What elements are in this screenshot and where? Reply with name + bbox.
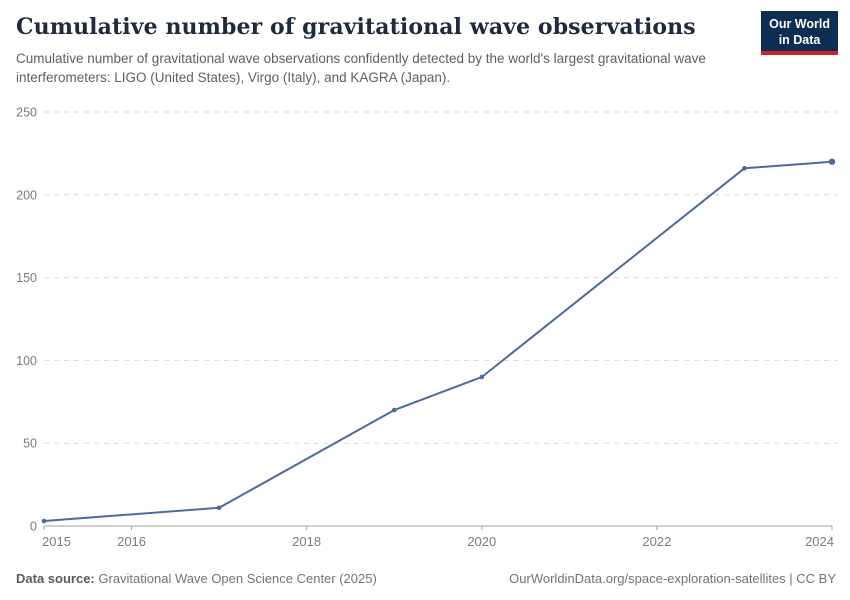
y-tick-label: 50 (23, 437, 37, 451)
x-tick-label: 2022 (642, 534, 671, 549)
y-tick-label: 150 (16, 271, 37, 285)
data-point-marker (742, 166, 747, 171)
data-line (43, 160, 833, 522)
page-subtitle: Cumulative number of gravitational wave … (16, 51, 706, 86)
data-source-note: Data source: Gravitational Wave Open Sci… (16, 571, 377, 586)
chart-footer: Data source: Gravitational Wave Open Sci… (16, 571, 836, 586)
owid-logo-line2: in Data (778, 33, 821, 47)
data-source-label: Data source: (16, 571, 95, 586)
owid-logo[interactable]: Our World in Data (761, 11, 838, 55)
owid-logo-line1: Our World (769, 17, 830, 31)
x-tick-label: 2015 (42, 534, 71, 549)
chart-header: Cumulative number of gravitational wave … (16, 14, 834, 87)
owid-license-link[interactable]: OurWorldinData.org/space-exploration-sat… (509, 571, 836, 586)
data-point-marker (216, 505, 222, 511)
data-point-marker (479, 374, 485, 380)
y-tick-label: 250 (16, 106, 37, 120)
y-tick-label: 200 (16, 188, 37, 202)
y-tick-label: 100 (16, 354, 37, 368)
x-tick-label: 2016 (117, 534, 146, 549)
y-tick-label: 0 (30, 520, 37, 534)
x-tick-label: 2024 (805, 534, 834, 549)
data-source-text: Gravitational Wave Open Science Center (… (98, 571, 377, 586)
x-tick-label: 2018 (292, 534, 321, 549)
line-chart: 0 50 100 150 200 250 2015 2016 2018 2020 2022 2024 (16, 106, 838, 549)
data-point-marker (41, 518, 47, 524)
data-point-marker (828, 158, 836, 165)
data-point-marker (391, 407, 397, 413)
page-title: Cumulative number of gravitational wave … (16, 14, 696, 40)
x-tick-label: 2020 (467, 534, 496, 549)
